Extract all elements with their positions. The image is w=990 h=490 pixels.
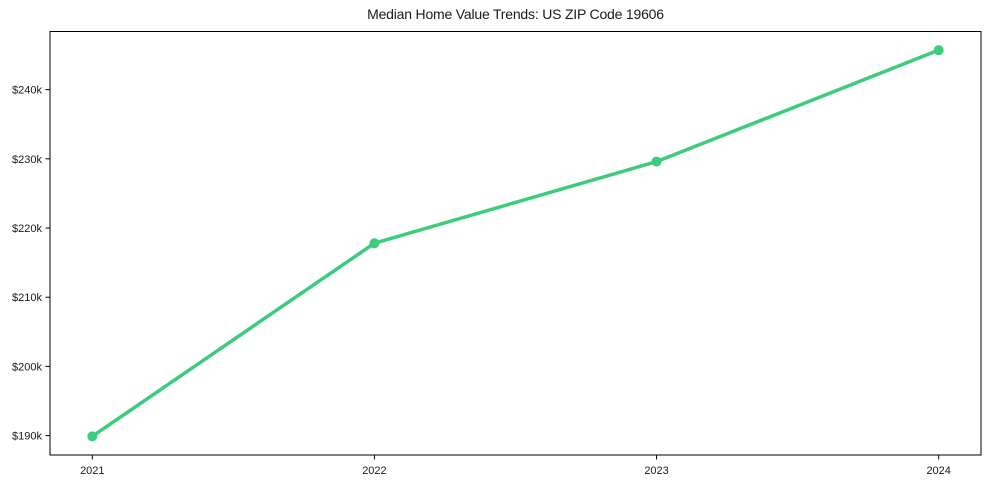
x-tick-label: 2022	[362, 465, 386, 477]
y-tick-label: $200k	[12, 361, 42, 373]
data-point-2024	[933, 45, 944, 56]
x-tick-label: 2021	[80, 465, 104, 477]
x-tick-label: 2024	[926, 465, 950, 477]
y-tick-label: $220k	[12, 223, 42, 235]
y-tick-label: $230k	[12, 154, 42, 166]
y-tick-label: $210k	[12, 292, 42, 304]
trend-line	[90, 48, 941, 439]
y-tick-label: $240k	[12, 85, 42, 97]
data-point-2022	[369, 238, 380, 249]
plot-frame	[49, 31, 982, 456]
data-point-2023	[651, 156, 662, 167]
chart-title: Median Home Value Trends: US ZIP Code 19…	[367, 6, 664, 22]
data-point-2021	[87, 431, 98, 442]
x-tick-label: 2023	[644, 465, 668, 477]
y-tick-label: $190k	[12, 431, 42, 443]
